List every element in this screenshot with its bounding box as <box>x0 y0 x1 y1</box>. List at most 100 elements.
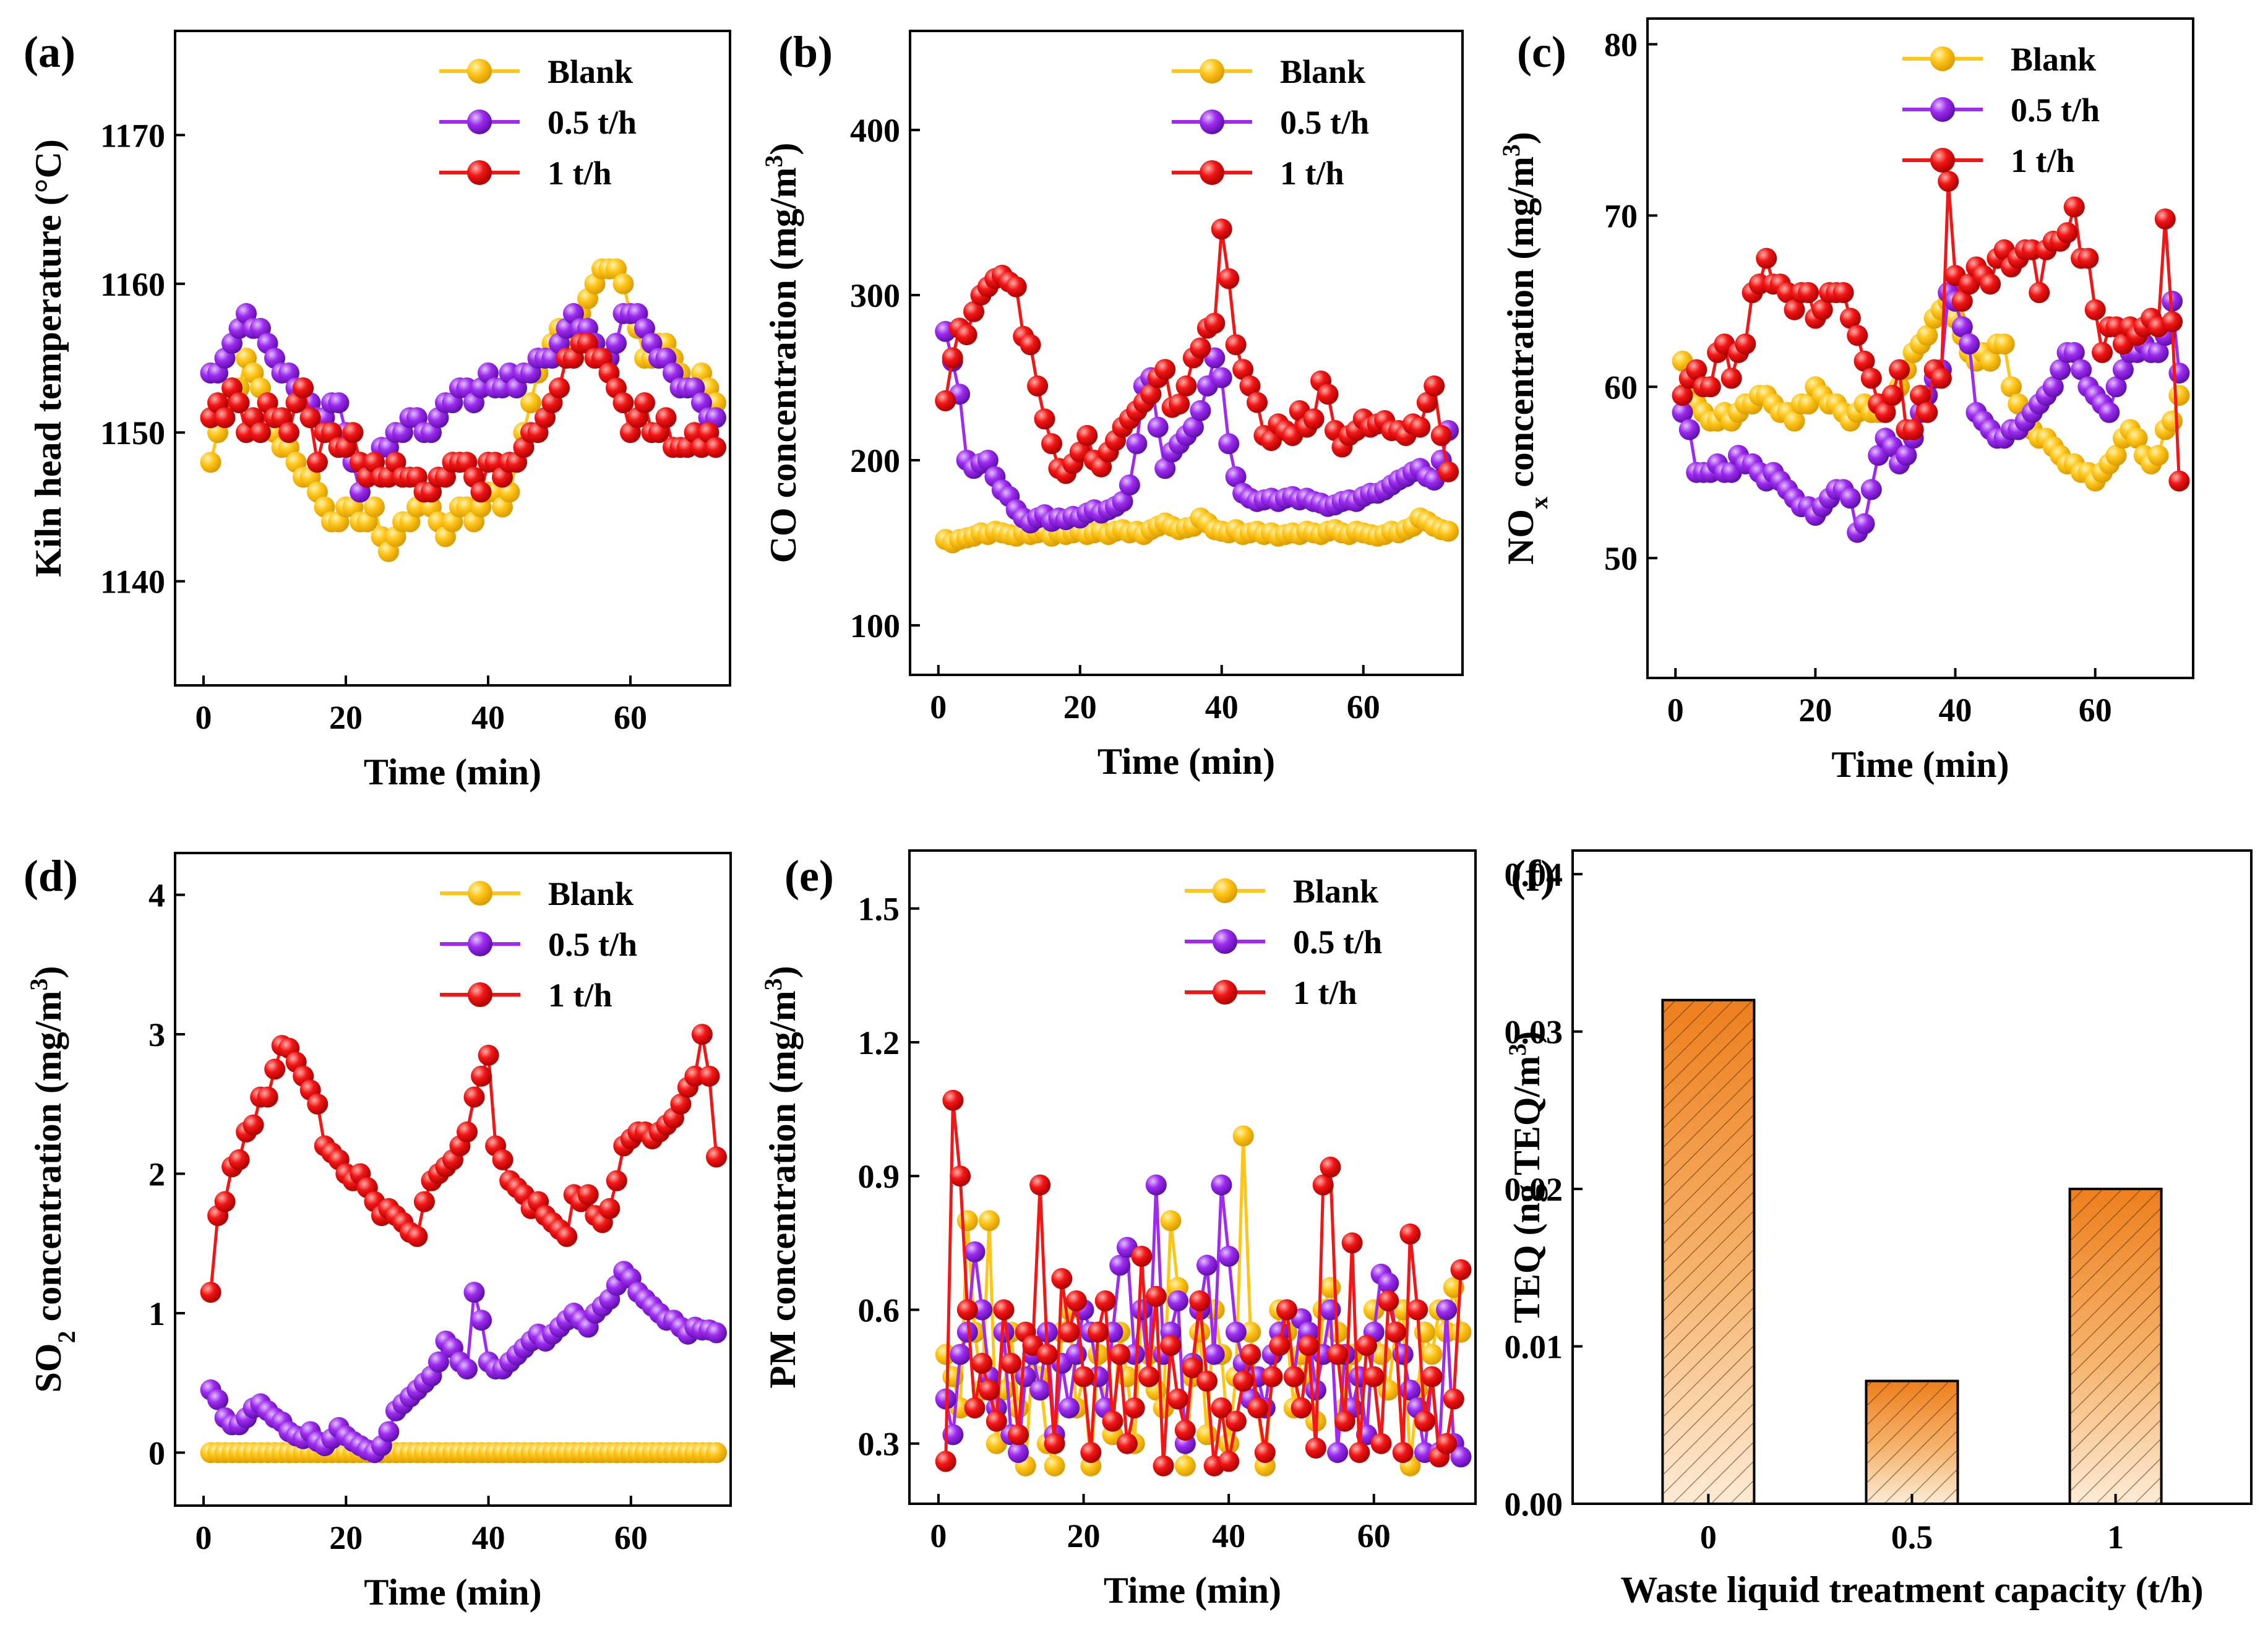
legend-marker <box>1200 160 1224 185</box>
x-tick-label: 20 <box>1798 692 1832 729</box>
data-point <box>1094 1290 1116 1311</box>
y-tick-label: 400 <box>850 112 900 149</box>
panel-label: (e) <box>784 851 834 901</box>
data-point <box>1140 384 1162 405</box>
data-point <box>492 1149 513 1170</box>
data-point <box>1225 1321 1247 1343</box>
data-point <box>1218 1245 1240 1267</box>
data-point <box>214 407 236 429</box>
data-point <box>406 1225 428 1247</box>
y-tick-label: 4 <box>148 877 165 914</box>
data-point <box>1131 1245 1153 1267</box>
x-tick-label: 40 <box>1205 688 1239 726</box>
data-point <box>706 1322 727 1344</box>
y-tick-label: 0 <box>148 1434 165 1472</box>
data-point <box>2042 376 2064 398</box>
legend-label: 1 t/h <box>2011 142 2075 179</box>
data-point <box>1174 1455 1196 1477</box>
data-point <box>428 1351 449 1373</box>
data-point <box>1154 458 1176 479</box>
data-point <box>971 1299 993 1321</box>
legend-marker <box>1213 980 1237 1005</box>
x-axis-label: Time (min) <box>364 752 541 792</box>
x-tick-label: 20 <box>1063 688 1097 726</box>
legend-label: Blank <box>548 53 633 90</box>
data-point <box>1240 1344 1261 1365</box>
y-tick-label: 0.03 <box>1505 1014 1563 1051</box>
legend-label: 0.5 t/h <box>1280 104 1369 141</box>
data-point <box>1424 375 1445 397</box>
x-axis-label: Waste liquid treatment capacity (t/h) <box>1620 1569 2203 1610</box>
data-point <box>1008 1424 1029 1446</box>
y-tick-label: 0.02 <box>1505 1171 1563 1208</box>
data-point <box>457 1121 478 1143</box>
data-point <box>1167 1388 1188 1410</box>
data-point <box>1059 1321 1080 1343</box>
data-point <box>413 1191 435 1212</box>
data-point <box>1896 445 1917 466</box>
data-point <box>655 407 677 429</box>
plot-frame <box>909 30 1464 676</box>
data-point <box>1225 334 1247 356</box>
data-point <box>1044 1433 1065 1454</box>
y-axis-label: TEQ (ng TEQ/m3) <box>1503 1031 1548 1323</box>
data-point <box>1450 1446 1472 1468</box>
data-point <box>1182 1357 1203 1379</box>
data-point <box>1370 1433 1392 1454</box>
data-point <box>1119 474 1140 495</box>
y-axis-label: PM concentration (mg/m3) <box>759 966 804 1388</box>
legend-marker <box>1213 929 1237 954</box>
y-tick-label: 1150 <box>100 414 165 452</box>
panel-f: (f) 0.00 0.01 0.02 0.03 0.04 0 0.5 1 Waste liquid… <box>1503 849 2253 1610</box>
data-point <box>463 1086 485 1108</box>
data-point <box>556 1225 578 1247</box>
x-axis-label: Time (min) <box>1104 1570 1281 1611</box>
data-point <box>1875 401 1896 423</box>
x-tick-label: 0 <box>1700 1519 1717 1556</box>
data-point <box>1036 1344 1058 1365</box>
data-point <box>1276 1299 1297 1321</box>
data-point <box>2077 247 2099 269</box>
data-point <box>1029 1379 1051 1401</box>
data-point <box>457 1358 478 1380</box>
data-point <box>1190 337 1211 359</box>
y-axis-label: CO concentration (mg/m3) <box>760 143 804 564</box>
data-point <box>1303 408 1325 430</box>
data-point <box>706 1146 727 1168</box>
data-point <box>1102 1410 1123 1432</box>
x-axis-label: Time (min) <box>1097 741 1275 782</box>
data-point <box>1399 1223 1421 1245</box>
data-point <box>1145 1285 1167 1307</box>
data-point <box>1320 1299 1341 1321</box>
data-point <box>1443 1388 1464 1410</box>
data-point <box>1853 513 1875 534</box>
data-point <box>1430 425 1452 446</box>
data-point <box>1847 325 1868 346</box>
data-point <box>1951 316 1973 338</box>
data-point <box>1020 334 1041 356</box>
series-line-2 <box>209 1034 718 1293</box>
y-axis-label: SO2 concentration (mg/m3) <box>25 966 80 1393</box>
data-point <box>1239 375 1261 397</box>
legend-marker <box>1200 59 1224 84</box>
data-point <box>1356 1335 1377 1357</box>
legend-marker <box>467 59 492 84</box>
data-point <box>1044 1455 1065 1477</box>
data-point <box>942 1089 964 1111</box>
data-point <box>2126 427 2148 449</box>
bar-hatch <box>1662 1000 1755 1504</box>
data-point <box>1000 1352 1022 1374</box>
data-point <box>1409 416 1431 438</box>
data-point <box>1203 1344 1225 1365</box>
data-point <box>1980 273 2001 295</box>
y-tick-label: 1170 <box>100 117 165 154</box>
data-point <box>1034 408 1055 430</box>
data-point <box>207 1389 229 1410</box>
y-tick-label: 0.3 <box>858 1426 900 1463</box>
data-point <box>1811 299 1833 320</box>
data-point <box>1232 1125 1254 1147</box>
data-point <box>1123 1344 1145 1365</box>
y-tick-label: 60 <box>1604 369 1638 406</box>
data-point <box>471 1310 492 1331</box>
data-point <box>670 1093 692 1115</box>
